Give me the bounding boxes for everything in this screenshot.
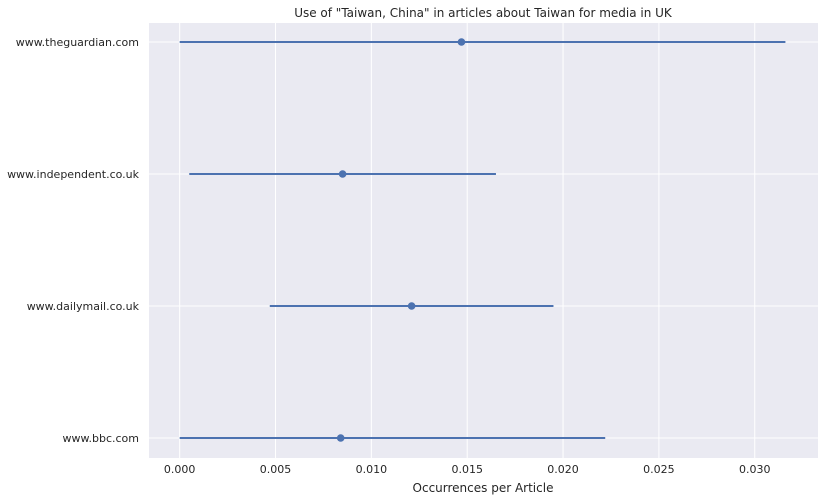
x-tick-label: 0.010 [356, 463, 388, 476]
data-point [338, 170, 347, 178]
plot-area [149, 23, 818, 458]
y-tick-label: www.dailymail.co.uk [27, 300, 140, 313]
x-tick-label: 0.025 [643, 463, 675, 476]
x-tick-label: 0.000 [164, 463, 196, 476]
data-marks [179, 38, 786, 442]
y-tick-label: www.independent.co.uk [7, 168, 140, 181]
y-tick-label: www.theguardian.com [16, 36, 139, 49]
chart-title: Use of "Taiwan, China" in articles about… [294, 6, 673, 20]
x-tick-label: 0.005 [260, 463, 292, 476]
y-tick-label: www.bbc.com [63, 432, 139, 445]
x-tick-label: 0.020 [547, 463, 579, 476]
x-axis-ticks: 0.000 0.005 0.010 0.015 0.020 0.025 0.030 [164, 463, 771, 476]
x-tick-label: 0.030 [739, 463, 771, 476]
x-tick-label: 0.015 [451, 463, 483, 476]
data-point [336, 434, 345, 442]
y-axis-ticks: www.theguardian.com www.independent.co.uk… [7, 36, 140, 445]
data-point [457, 38, 466, 46]
x-axis-label: Occurrences per Article [413, 481, 554, 495]
data-point [407, 302, 416, 310]
